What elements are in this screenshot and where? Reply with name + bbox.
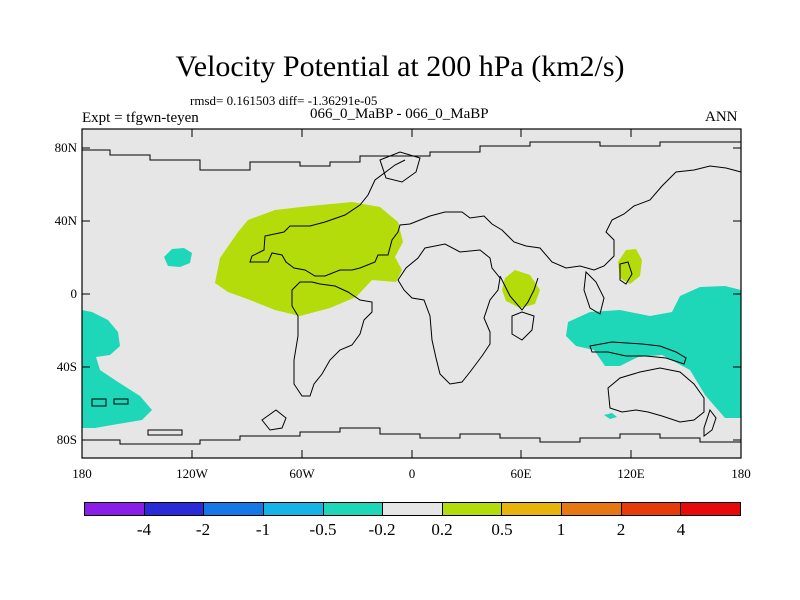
negative-region-north-pacific bbox=[164, 248, 192, 267]
coastline-africa bbox=[397, 243, 501, 385]
y-tick-label-80n: 80N bbox=[54, 140, 77, 155]
coastline-maritime-continent bbox=[589, 341, 687, 365]
colorbar-box bbox=[441, 502, 503, 516]
colorbar-label: -0.2 bbox=[368, 520, 396, 539]
x-tick-label-180e: 180 bbox=[731, 466, 751, 481]
x-tick-label-60w: 60W bbox=[289, 466, 315, 481]
coastline-southeast-asia bbox=[583, 270, 605, 315]
coastline-new-zealand bbox=[703, 408, 717, 437]
coastline-australia bbox=[607, 367, 705, 423]
y-tick-label-40s: 40S bbox=[56, 359, 77, 374]
colorbar-label: 1 bbox=[556, 520, 566, 539]
coastline-south-america bbox=[291, 281, 373, 397]
y-tick-label-40n: 40N bbox=[54, 213, 77, 228]
x-tick-label-180w: 180 bbox=[72, 466, 92, 481]
coastline-antarctic-peninsula bbox=[261, 409, 287, 431]
x-tick-label-0: 0 bbox=[408, 466, 416, 481]
colorbar-label: 0.5 bbox=[491, 520, 513, 539]
y-tick-label-0: 0 bbox=[70, 286, 78, 301]
colorbar-label: 4 bbox=[676, 520, 686, 539]
coastline-india bbox=[499, 275, 539, 311]
coastline-eurasia bbox=[409, 165, 742, 271]
coastline-arctic-north bbox=[82, 141, 741, 171]
coastline-small-island-1 bbox=[91, 398, 107, 407]
x-tick-label-60e: 60E bbox=[510, 466, 532, 481]
positive-region-atlantic bbox=[215, 202, 403, 316]
plot-title: Velocity Potential at 200 hPa (km2/s) bbox=[175, 50, 625, 83]
coastline-greenland bbox=[379, 151, 421, 183]
experiment-label: Expt = tfgwn-teyen bbox=[82, 110, 199, 126]
map-background bbox=[82, 129, 741, 458]
coastline-small-island-3 bbox=[147, 429, 183, 436]
colorbar-box bbox=[84, 502, 145, 516]
coastline-antarctica bbox=[82, 427, 741, 445]
coastline-madagascar bbox=[511, 311, 535, 341]
colorbar-box bbox=[322, 502, 384, 516]
colorbar-box bbox=[501, 502, 563, 516]
coastline-north-america bbox=[249, 159, 411, 277]
x-tick-label-120e: 120E bbox=[617, 466, 645, 481]
colorbar-box bbox=[382, 502, 443, 516]
colorbar bbox=[84, 502, 742, 516]
colorbar-box bbox=[143, 502, 205, 516]
colorbar-label: -1 bbox=[255, 520, 271, 539]
colorbar-label: -2 bbox=[195, 520, 211, 539]
colorbar-label: -0.5 bbox=[309, 520, 337, 539]
season-label: ANN bbox=[705, 109, 738, 125]
colorbar-label: 0.2 bbox=[431, 520, 453, 539]
colorbar-box bbox=[262, 502, 324, 516]
stats-text: rmsd= 0.161503 diff= -1.36291e-05 bbox=[190, 93, 378, 108]
colorbar-label: -4 bbox=[136, 520, 152, 539]
coastlines bbox=[82, 141, 742, 445]
colorbar-box bbox=[620, 502, 682, 516]
coastline-small-island-2 bbox=[113, 398, 129, 405]
y-tick-label-80s: 80S bbox=[56, 432, 77, 447]
colorbar-label: 2 bbox=[616, 520, 626, 539]
coastline-japan bbox=[619, 261, 633, 285]
colorbar-box bbox=[680, 502, 742, 516]
x-tick-label-120w: 120W bbox=[176, 466, 208, 481]
colorbar-box bbox=[561, 502, 622, 516]
case-comparison-label: 066_0_MaBP - 066_0_MaBP bbox=[310, 106, 489, 122]
negative-region-small-patch bbox=[604, 413, 617, 419]
tick-marks bbox=[82, 129, 741, 458]
colorbar-box bbox=[203, 502, 264, 516]
negative-region-indo-pacific bbox=[566, 286, 741, 418]
